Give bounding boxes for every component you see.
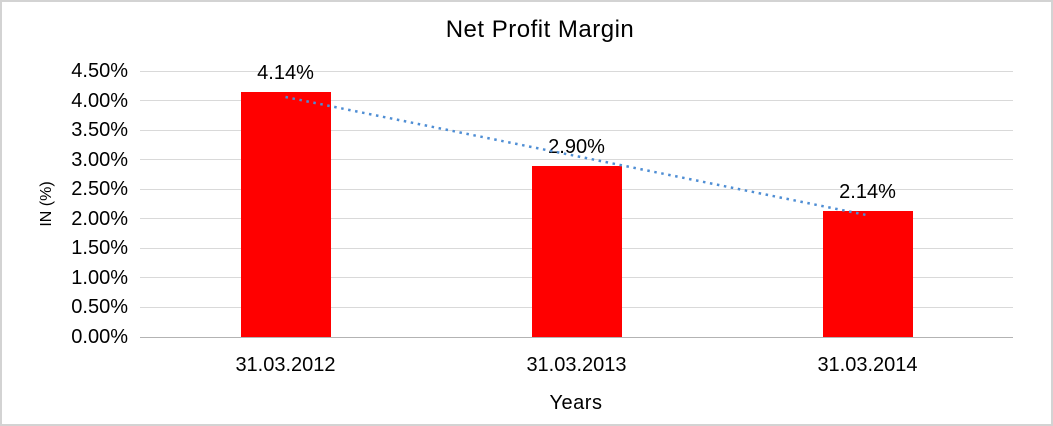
bar-value-label: 2.90% (548, 135, 605, 158)
y-tick-label: 0.00% (71, 326, 128, 348)
y-tick-label: 3.50% (71, 119, 128, 142)
bar-31.03.2014 (822, 210, 913, 337)
gridline (140, 100, 1013, 102)
gridline (140, 159, 1013, 161)
y-tick-label: 4.00% (71, 89, 128, 112)
gridline (140, 70, 1013, 72)
x-tick-label: 31.03.2013 (526, 354, 627, 376)
x-tick-label: 31.03.2012 (235, 354, 336, 376)
y-tick-label: 2.50% (71, 178, 128, 201)
bar-value-label: 4.14% (257, 62, 314, 85)
trendline-segment (285, 95, 868, 217)
chart-title: Net Profit Margin (445, 16, 635, 43)
y-tick-label: 0.50% (71, 296, 128, 319)
x-axis-line (140, 336, 1013, 338)
x-tick-label: 31.03.2014 (817, 354, 918, 376)
y-tick-label: 1.00% (71, 266, 128, 289)
y-tick-label: 4.50% (71, 60, 128, 82)
y-tick-label: 3.00% (71, 148, 128, 171)
plot-area: 4.14% 2.90% 2.14% (140, 62, 1013, 338)
y-tick-label: 1.50% (71, 237, 128, 260)
trendline (285, 95, 868, 217)
bar-value-label: 2.14% (839, 180, 896, 203)
bar-31.03.2013 (531, 165, 622, 337)
y-tick-label: 2.00% (71, 207, 128, 230)
gridline (140, 129, 1013, 131)
bar-31.03.2012 (240, 92, 331, 337)
x-axis-title: Years (549, 392, 603, 414)
